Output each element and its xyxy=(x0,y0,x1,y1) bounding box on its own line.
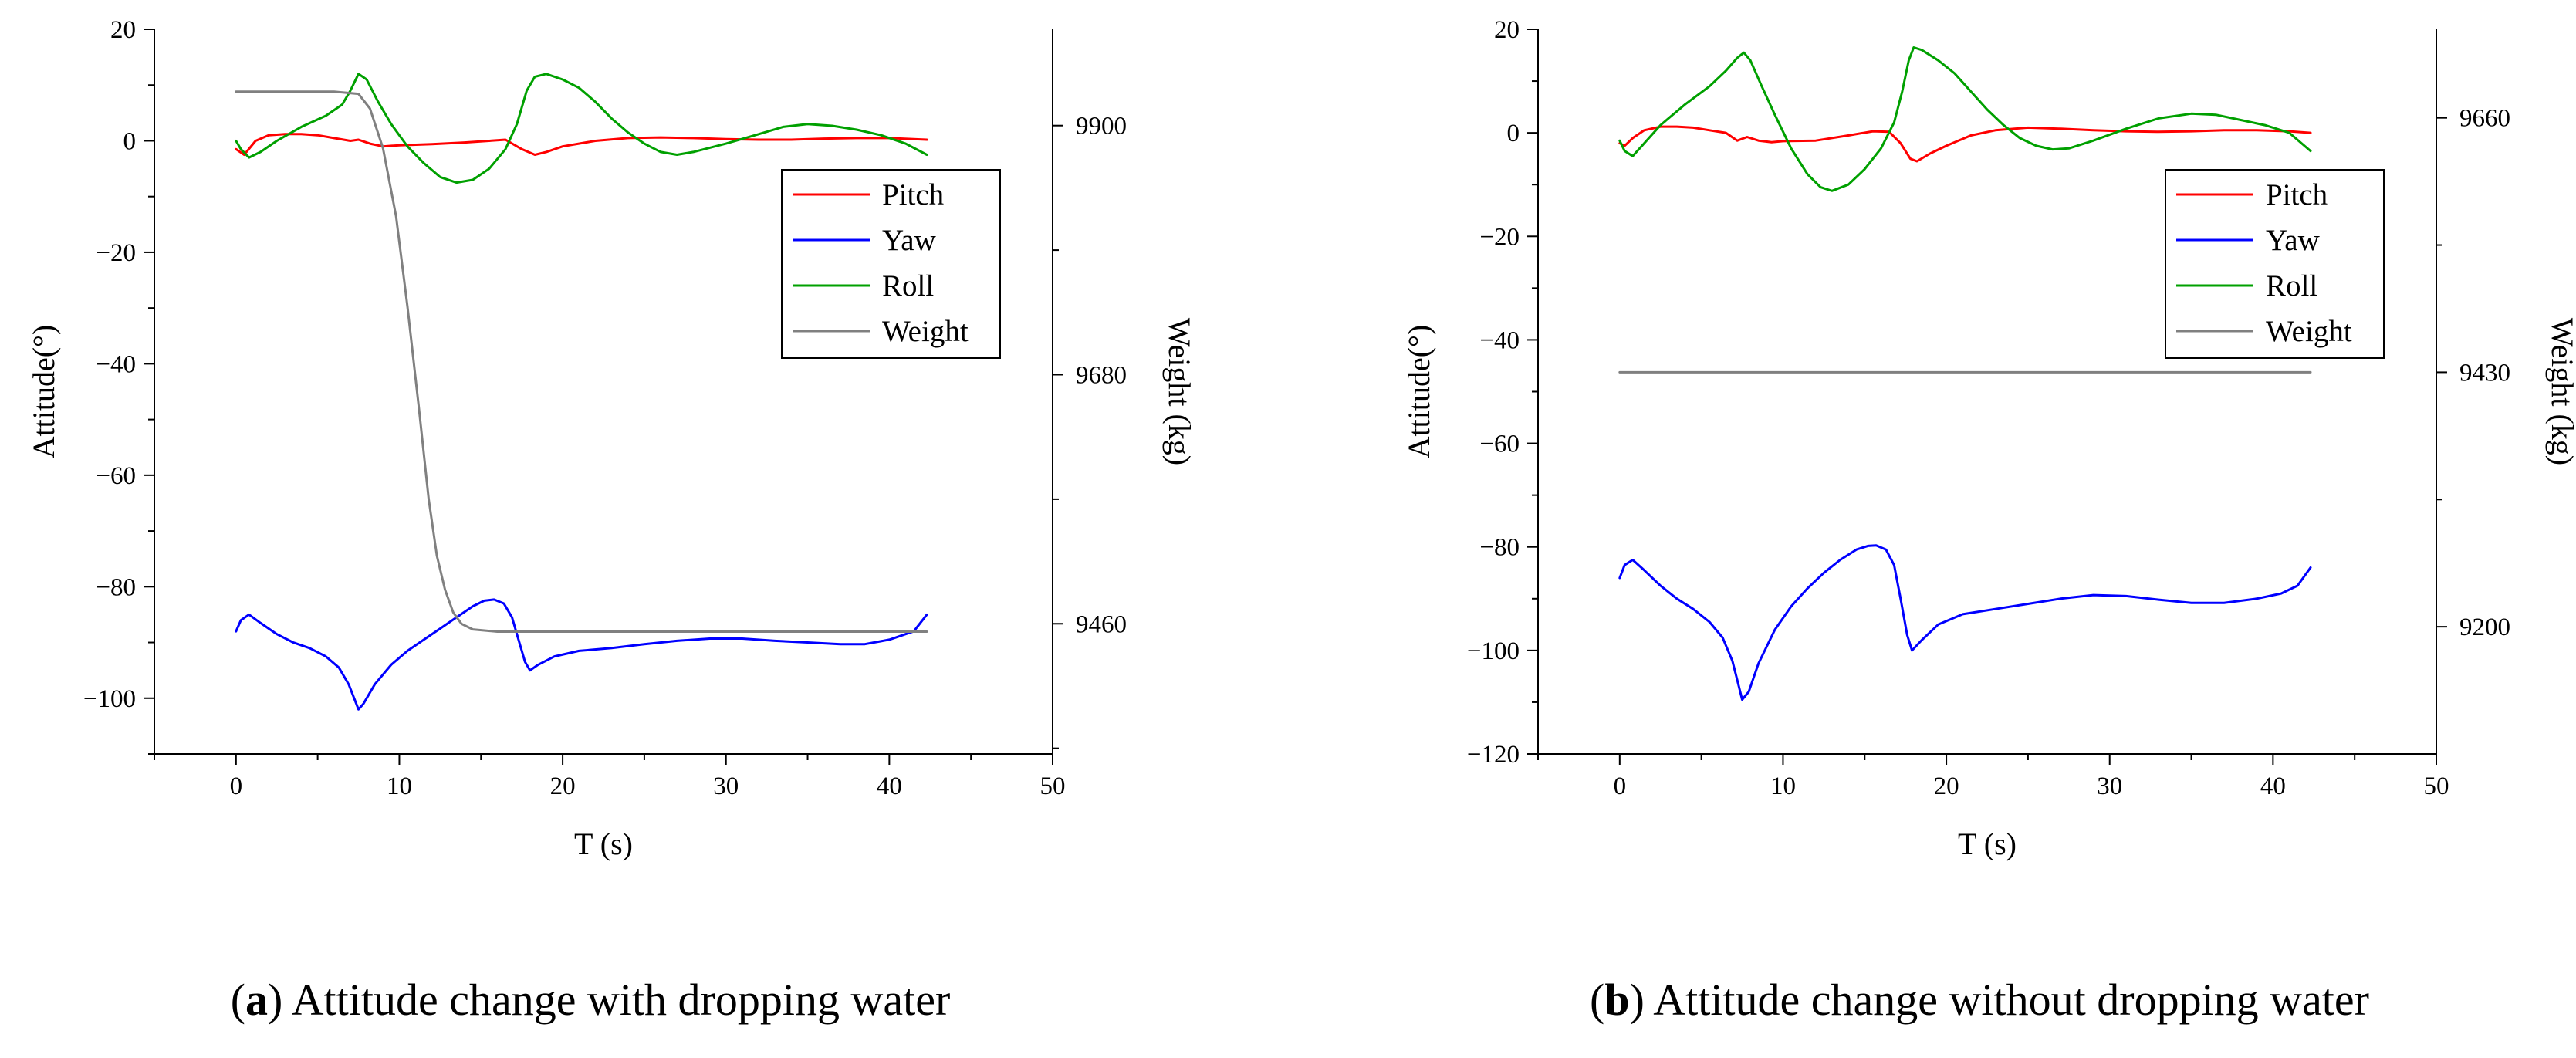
y-tick-label: 0 xyxy=(1507,120,1520,147)
y2-tick-label: 9900 xyxy=(1076,113,1127,140)
caption-text: ) Attitude change without dropping water xyxy=(1630,975,2369,1025)
legend-box xyxy=(2165,169,2385,359)
series-line-yaw xyxy=(235,598,928,711)
series-line-roll xyxy=(1618,46,2312,192)
y2-tick-label: 9430 xyxy=(2459,359,2510,387)
y-tick-label: −60 xyxy=(96,462,136,490)
caption-letter: a xyxy=(245,975,268,1025)
y-tick-label: 20 xyxy=(1494,16,1520,44)
y2-tick-label: 9660 xyxy=(2459,105,2510,133)
y-tick-label: 20 xyxy=(110,16,136,44)
caption-letter: b xyxy=(1604,975,1629,1025)
y2-axis-title: Weight (kg) xyxy=(2545,318,2576,465)
legend-label: Weight xyxy=(2266,315,2352,348)
x-tick-label: 0 xyxy=(1614,772,1627,800)
legend-label: Pitch xyxy=(882,178,944,211)
legend: Pitch Yaw Roll Weight xyxy=(781,169,1001,359)
y-tick-label: −100 xyxy=(83,685,136,713)
legend-box xyxy=(781,169,1001,359)
legend-label: Roll xyxy=(2266,269,2317,303)
x-tick-label: 10 xyxy=(387,772,412,800)
caption-prefix: ( xyxy=(231,975,245,1025)
legend-label: Yaw xyxy=(2266,224,2320,257)
x-tick-label: 40 xyxy=(877,772,902,800)
legend-label: Yaw xyxy=(882,224,936,257)
y-tick-label: −80 xyxy=(96,573,136,601)
x-tick-label: 30 xyxy=(2097,772,2122,800)
caption-prefix: ( xyxy=(1590,975,1604,1025)
x-tick-label: 40 xyxy=(2260,772,2286,800)
y2-tick-label: 9200 xyxy=(2459,614,2510,641)
y-axis-title: Attitude(°) xyxy=(1401,325,1436,459)
series-line-pitch xyxy=(235,133,928,156)
x-tick-label: 20 xyxy=(1934,772,1959,800)
legend-label: Weight xyxy=(882,315,969,348)
y-tick-label: −20 xyxy=(1479,223,1520,251)
y2-tick-label: 9460 xyxy=(1076,610,1127,638)
caption-text: ) Attitude change with dropping water xyxy=(268,975,950,1025)
legend: Pitch Yaw Roll Weight xyxy=(2165,169,2385,359)
y-tick-label: 0 xyxy=(123,127,137,155)
legend-label: Pitch xyxy=(2266,178,2328,211)
x-axis-title: T (s) xyxy=(574,826,633,861)
y-tick-label: −40 xyxy=(1479,326,1520,354)
x-tick-label: 30 xyxy=(713,772,739,800)
x-tick-label: 50 xyxy=(1040,772,1066,800)
y-axis-title: Attitude(°) xyxy=(26,325,61,459)
x-tick-label: 0 xyxy=(230,772,243,800)
y-tick-label: −20 xyxy=(96,239,136,267)
series-line-yaw xyxy=(1618,544,2312,701)
x-axis-title: T (s) xyxy=(1958,826,2017,861)
x-tick-label: 20 xyxy=(550,772,576,800)
y-tick-label: −100 xyxy=(1467,637,1520,665)
y-tick-label: −60 xyxy=(1479,431,1520,458)
x-tick-label: 10 xyxy=(1770,772,1796,800)
y-tick-label: −120 xyxy=(1467,741,1520,769)
y-tick-label: −80 xyxy=(1479,534,1520,562)
y2-tick-label: 9680 xyxy=(1076,361,1127,389)
y-tick-label: −40 xyxy=(96,350,136,378)
figure-caption: (b) Attitude change without dropping wat… xyxy=(1590,975,2369,1025)
legend-label: Roll xyxy=(882,269,934,303)
series-line-weight xyxy=(235,90,928,633)
chart-panel-a: 0 10 20 30 40 50 20 0 −20 −40 −60 −80 −100 9900 9680 94… xyxy=(26,16,1197,1025)
series-line-roll xyxy=(235,73,928,184)
series-line-pitch xyxy=(1618,125,2312,163)
figure-caption: (a) Attitude change with dropping water xyxy=(231,975,951,1025)
x-tick-label: 50 xyxy=(2424,772,2449,800)
y2-axis-title: Weight (kg) xyxy=(1162,318,1197,465)
chart-panel-b: 0 10 20 30 40 50 20 0 −20 −40 −60 −80 −100 −120 9660 94… xyxy=(1401,16,2576,1025)
